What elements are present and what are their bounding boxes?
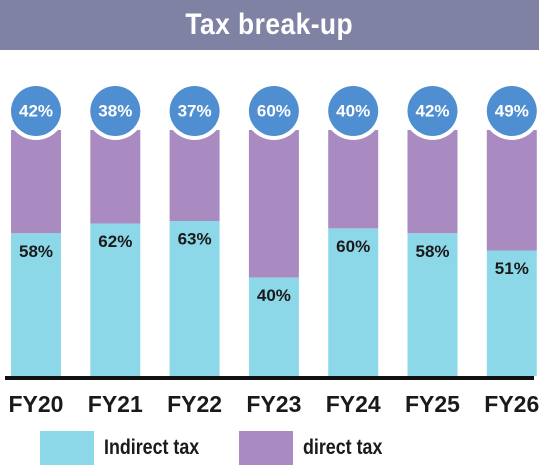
title-banner: Tax break-up	[0, 0, 539, 50]
label-indirect-fy26: 51%	[495, 259, 529, 278]
x-tick-fy21: FY21	[88, 391, 143, 417]
label-indirect-fy21: 62%	[98, 232, 132, 251]
label-direct-fy26: 49%	[495, 101, 529, 120]
bubble-fy24	[328, 86, 379, 136]
chart-title: Tax break-up	[185, 8, 354, 41]
label-indirect-fy22: 63%	[178, 230, 212, 249]
legend-swatch-direct	[239, 431, 293, 465]
bar-indirect-fy23	[248, 277, 299, 376]
label-direct-fy22: 37%	[178, 101, 212, 120]
legend-label-direct: direct tax	[303, 436, 383, 459]
label-indirect-fy23: 40%	[257, 286, 291, 305]
bar-indirect-fy22	[169, 221, 220, 376]
bar-direct-fy23	[248, 130, 299, 278]
x-tick-fy23: FY23	[246, 391, 301, 417]
bubble-fy20	[11, 86, 61, 136]
legend-item-indirect: Indirect tax	[40, 430, 216, 466]
label-indirect-fy20: 58%	[19, 242, 53, 261]
bar-direct-fy21	[90, 130, 141, 224]
bar-direct-fy20	[11, 130, 61, 234]
bar-indirect-fy26	[486, 250, 537, 376]
x-tick-fy25: FY25	[405, 391, 460, 417]
bar-indirect-fy20	[11, 233, 61, 376]
bar-direct-fy26	[486, 130, 537, 251]
x-tick-fy20: FY20	[9, 391, 64, 417]
bar-indirect-fy21	[90, 223, 141, 376]
x-tick-fy24: FY24	[326, 391, 381, 417]
bubble-fy25	[407, 86, 458, 136]
label-direct-fy23: 60%	[257, 101, 291, 120]
label-direct-fy21: 38%	[98, 101, 132, 120]
label-indirect-fy25: 58%	[415, 242, 449, 261]
bubble-fy26	[486, 86, 537, 136]
legend-item-direct: direct tax	[239, 430, 396, 466]
bar-indirect-fy24	[328, 228, 379, 376]
x-tick-fy22: FY22	[167, 391, 222, 417]
bubble-fy23	[248, 86, 299, 136]
stacked-bar-chart: 42% 58% FY20 38% 62% FY21 37% 63% FY22 60% 40% FY23…	[5, 86, 539, 418]
label-direct-fy25: 42%	[415, 101, 449, 120]
bar-direct-fy22	[169, 130, 220, 222]
label-indirect-fy24: 60%	[336, 237, 370, 256]
bar-direct-fy24	[328, 130, 379, 229]
bubble-fy21	[90, 86, 141, 136]
label-direct-fy20: 42%	[19, 101, 53, 120]
bar-indirect-fy25	[407, 233, 458, 376]
x-tick-fy26: FY26	[484, 391, 539, 417]
legend-label-indirect: Indirect tax	[104, 436, 200, 459]
legend-swatch-indirect	[40, 431, 94, 465]
bar-direct-fy25	[407, 130, 458, 234]
label-direct-fy24: 40%	[336, 101, 370, 120]
x-axis-baseline	[5, 376, 534, 380]
bubble-fy22	[169, 86, 220, 136]
